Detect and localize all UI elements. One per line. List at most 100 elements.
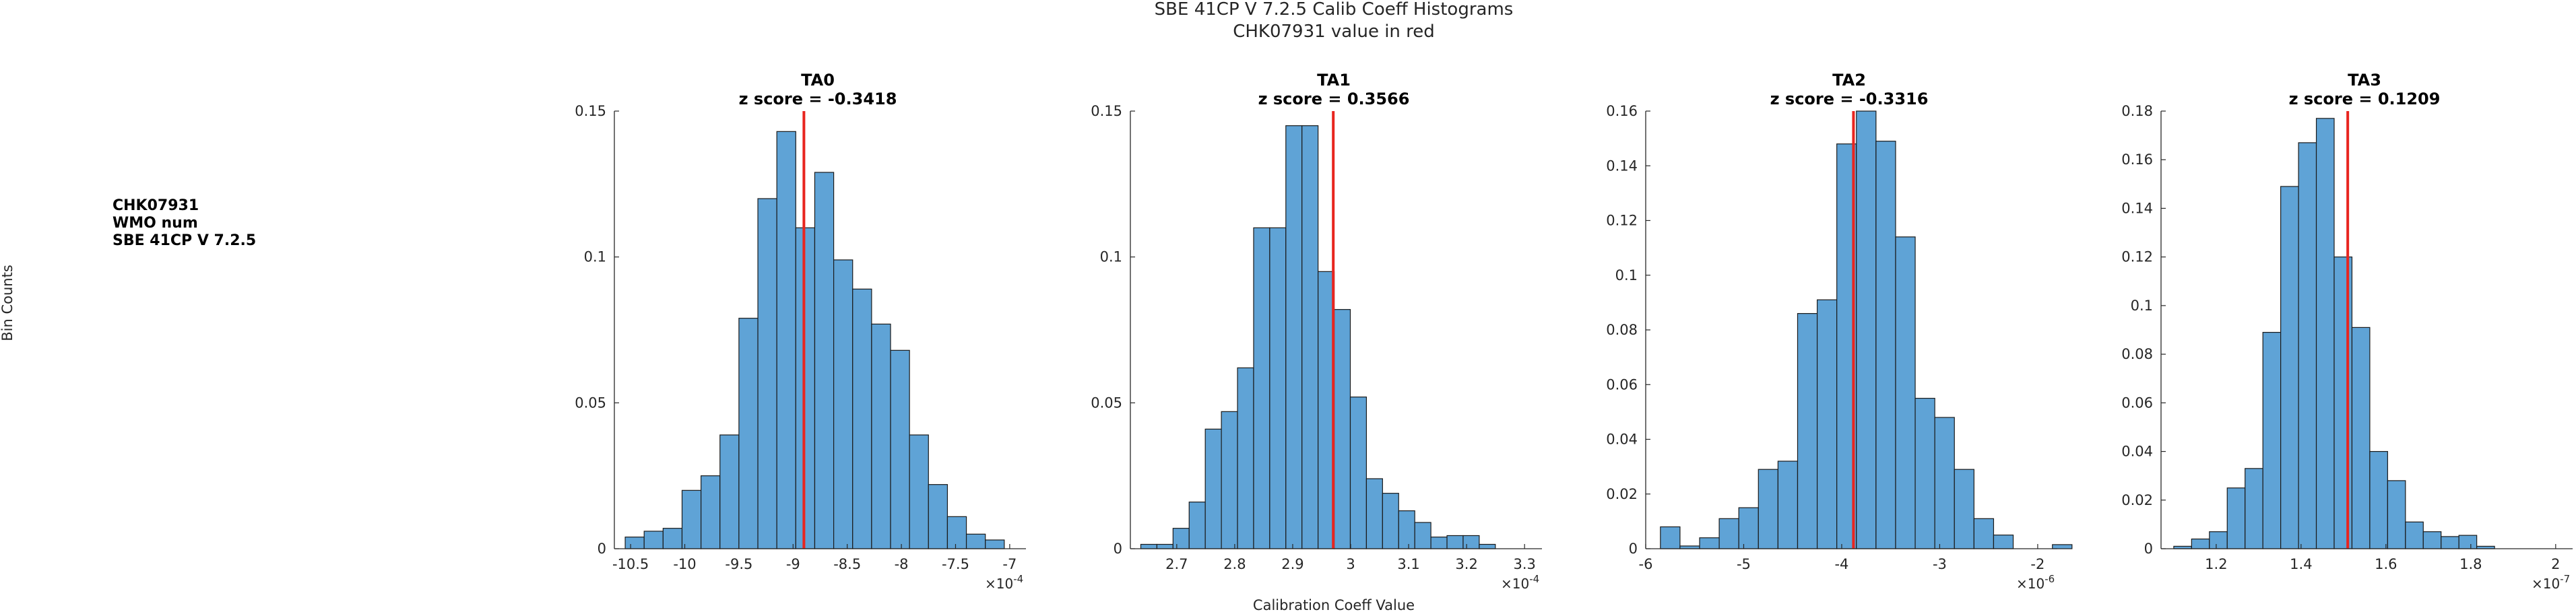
- histogram-bar: [1318, 271, 1335, 549]
- y-tick-label: 0.02: [1606, 486, 1638, 502]
- histogram-bar: [1156, 543, 1173, 549]
- x-exponent-power: -6: [2044, 573, 2055, 585]
- x-tick-label: -10.5: [612, 556, 649, 572]
- y-tick-label: 0.14: [1606, 158, 1638, 174]
- histogram-bar: [757, 198, 777, 549]
- histogram-bar: [2226, 487, 2246, 549]
- histogram-bar: [2245, 468, 2263, 549]
- histogram-bar: [985, 539, 1005, 549]
- histogram-bar: [1301, 125, 1319, 549]
- y-tick-label: 0.02: [2121, 492, 2153, 508]
- histogram-bar: [1204, 428, 1222, 549]
- histogram-bar: [795, 227, 816, 549]
- x-tick-label: 2.8: [1223, 556, 1246, 572]
- histogram-bar: [776, 131, 796, 549]
- figure-title-line1: SBE 41CP V 7.2.5 Calib Coeff Histograms: [1155, 0, 1514, 20]
- histogram-bar: [624, 537, 645, 549]
- y-tick-label: 0: [2144, 541, 2153, 557]
- histogram-bar: [1221, 411, 1238, 549]
- histogram-bar: [701, 475, 721, 549]
- x-exponent-base: ×10: [985, 576, 1013, 592]
- histogram-bar: [1349, 397, 1367, 549]
- x-tick-label: -8.5: [833, 556, 861, 572]
- histogram-bar: [2422, 531, 2442, 549]
- histogram-bar: [1660, 526, 1681, 549]
- figure-title-line2: CHK07931 value in red: [1233, 22, 1435, 42]
- x-tick-label: 1.6: [2375, 556, 2397, 572]
- histogram-bar: [2351, 327, 2371, 549]
- histogram-bar: [2369, 450, 2388, 549]
- histogram-bar: [2209, 531, 2228, 549]
- y-tick-label: 0.06: [1606, 376, 1638, 393]
- histogram-bar: [1414, 522, 1431, 549]
- y-tick-label: 0.04: [2121, 444, 2153, 460]
- histogram-bar: [1382, 493, 1399, 549]
- histogram-bar: [2298, 142, 2317, 549]
- y-tick-label: 0.05: [1091, 395, 1122, 411]
- histogram-bar: [1993, 535, 2014, 549]
- x-tick-label: -9: [786, 556, 800, 572]
- y-tick-label: 0.14: [2121, 200, 2153, 216]
- histogram-bar: [719, 434, 740, 549]
- histogram-bar: [2191, 538, 2210, 549]
- x-tick-label: 2.9: [1281, 556, 1303, 572]
- panel-subtitle: z score = 0.1209: [2289, 90, 2441, 108]
- y-tick-label: 0.06: [2121, 395, 2153, 411]
- histogram-bar: [1875, 141, 1896, 549]
- y-tick-label: 0.16: [2121, 151, 2153, 168]
- histogram-bar: [1446, 535, 1464, 549]
- x-tick-label: -2: [2030, 556, 2044, 572]
- y-tick-label: 0: [1114, 541, 1122, 557]
- info-line-1: CHK07931: [112, 197, 199, 214]
- x-exponent-base: ×10: [2016, 576, 2044, 592]
- histogram-bar: [871, 323, 891, 549]
- x-tick-label: 1.8: [2459, 556, 2482, 572]
- histogram-bar: [1479, 543, 1496, 549]
- info-line-3: SBE 41CP V 7.2.5: [112, 232, 256, 249]
- panel-title: TA0: [801, 71, 835, 90]
- histogram-bar: [1269, 227, 1287, 549]
- x-tick-label: 3.3: [1513, 556, 1535, 572]
- y-tick-label: 0.1: [584, 249, 606, 265]
- x-axis-label: Calibration Coeff Value: [1253, 597, 1415, 612]
- histogram-bar: [1934, 417, 1955, 549]
- x-exponent-label: ×10-7: [2532, 573, 2570, 592]
- histogram-bar: [1365, 478, 1383, 549]
- x-exponent-label: ×10-4: [985, 573, 1023, 592]
- y-tick-label: 0.1: [1100, 249, 1122, 265]
- histogram-bar: [890, 349, 910, 549]
- y-tick-label: 0.05: [575, 395, 606, 411]
- histogram-bar: [1758, 469, 1778, 549]
- histogram-bar: [1954, 469, 1974, 549]
- histogram-bar: [1973, 518, 1995, 549]
- histogram-bar: [1797, 313, 1818, 549]
- info-block: CHK07931 WMO num SBE 41CP V 7.2.5: [112, 197, 256, 249]
- histogram-bar: [1188, 502, 1206, 549]
- x-tick-label: 1.4: [2290, 556, 2312, 572]
- panel-title: TA1: [1317, 71, 1351, 90]
- info-line-2: WMO num: [112, 215, 198, 232]
- histogram-bar: [1718, 518, 1739, 549]
- x-exponent-base: ×10: [2532, 576, 2560, 592]
- histogram-bar: [1430, 537, 1448, 549]
- y-tick-label: 0.08: [1606, 322, 1638, 338]
- histogram-bar: [852, 288, 872, 549]
- x-exponent-power: -4: [1013, 573, 1023, 585]
- histogram-bar: [681, 489, 702, 549]
- y-axis-label: Bin Counts: [0, 265, 15, 341]
- x-exponent-label: ×10-4: [1501, 573, 1539, 592]
- y-tick-label: 0.08: [2121, 346, 2153, 362]
- x-exponent-power: -7: [2560, 573, 2570, 585]
- x-tick-label: -10: [673, 556, 696, 572]
- histogram-bar: [2387, 480, 2406, 549]
- y-tick-label: 0.1: [2131, 298, 2153, 314]
- x-tick-label: -9.5: [725, 556, 752, 572]
- y-tick-label: 0.15: [1091, 103, 1122, 119]
- histogram-bar: [2441, 536, 2459, 549]
- histogram-bar: [662, 528, 683, 549]
- histogram-panel-ta2: TA2 z score = -0.3316 -6 -5 -4 -3 -2 0 0.02 0.0…: [1606, 71, 2073, 592]
- x-exponent-label: ×10-6: [2016, 573, 2055, 592]
- histogram-bar: [965, 533, 986, 549]
- x-tick-label: 3: [1346, 556, 1355, 572]
